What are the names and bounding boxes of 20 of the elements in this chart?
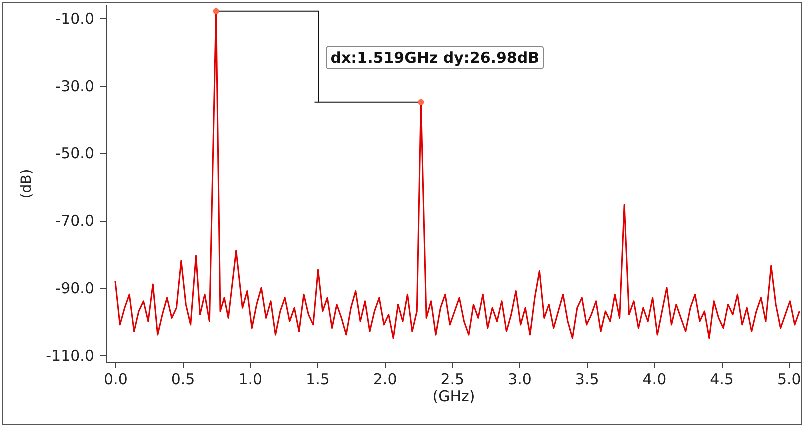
x-tick-label: 3.5	[575, 370, 600, 388]
y-tick-label: -70.0	[56, 212, 94, 230]
annotation: dx:1.519GHz dy:26.98dB	[330, 48, 540, 67]
x-tick-label: 4.5	[710, 370, 734, 388]
x-tick-label: 1.0	[238, 370, 263, 388]
x-axis-title: (GHz)	[432, 388, 476, 406]
y-tick-label: -50.0	[56, 144, 94, 163]
y-tick-label: -110.0	[46, 346, 94, 365]
x-tick-label: 0.0	[104, 370, 128, 388]
x-tick-label: 0.5	[171, 370, 196, 388]
y-tick-label: -10.0	[56, 10, 94, 28]
x-tick-label: 1.5	[306, 370, 330, 388]
y-tick-label: -30.0	[56, 77, 94, 96]
y-axis-title: (dB)	[19, 169, 36, 199]
x-tick-label: 5.0	[777, 370, 802, 388]
x-tick-label: 3.0	[508, 370, 532, 388]
x-tick-label: 2.5	[440, 370, 465, 388]
x-tick-label: 2.0	[373, 370, 398, 388]
y-tick-label: -90.0	[56, 279, 94, 298]
x-tick-label: 4.0	[642, 370, 667, 388]
